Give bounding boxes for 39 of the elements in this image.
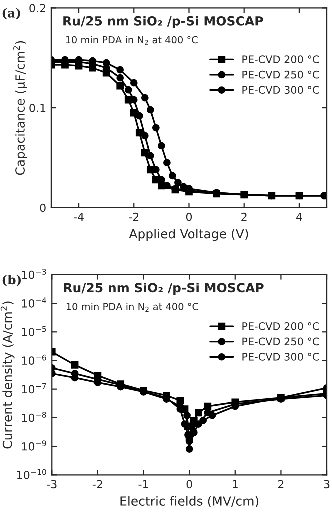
- x-tick-label: 2: [242, 212, 247, 222]
- text: (b): [2, 274, 22, 286]
- x-tick-label: -1: [138, 480, 148, 488]
- legend-label: PE-CVD 200 °C: [242, 56, 320, 64]
- y-tick-label: 0.1: [30, 104, 46, 112]
- legend-label: PE-CVD 250 °C: [242, 338, 320, 346]
- y-tick-label: 10$^{−6}$: [22, 354, 46, 366]
- x-axis-title: Applied Voltage (V): [129, 229, 248, 242]
- text: (a): [2, 8, 20, 20]
- x-tick-label: -2: [129, 212, 139, 222]
- x-tick-label: -3: [47, 480, 57, 489]
- x-tick-label: 2: [278, 480, 284, 488]
- y-tick-label: 10$^{−9}$: [22, 440, 46, 451]
- y-axis-title: Current density (A/cm$^{2}$): [0, 302, 15, 449]
- y-tick-label: 10$^{−5}$: [22, 326, 46, 336]
- y-tick-label: 10$^{−4}$: [22, 298, 46, 308]
- x-tick-label: 3: [324, 480, 330, 489]
- legend-label: PE-CVD 200 °C: [242, 322, 320, 330]
- text: Ru/25 nm SiO₂ /p-Si MOSCAP: [64, 16, 264, 28]
- x-tick-label: 0: [186, 212, 192, 222]
- text: 10 min PDA in N$_{2}$ at 400 °C: [66, 302, 198, 312]
- y-tick-label: 10$^{−7}$: [22, 384, 46, 394]
- x-axis-title: Electric fields (MV/cm): [120, 496, 259, 508]
- y-axis-title: Capacitance (μF/cm$^{2}$): [14, 41, 28, 176]
- legend-label: PE-CVD 300 °C: [242, 353, 320, 361]
- legend-label: PE-CVD 250 °C: [242, 70, 320, 79]
- y-tick-label: 10$^{−3}$: [22, 269, 46, 280]
- y-tick-label: 0: [40, 204, 46, 212]
- legend-label: PE-CVD 300 °C: [242, 86, 320, 94]
- x-tick-label: 1: [233, 480, 238, 488]
- x-tick-label: -2: [92, 480, 102, 488]
- text: Ru/25 nm SiO₂ /p-Si MOSCAP: [64, 282, 264, 296]
- y-tick-label: 10$^{−8}$: [22, 412, 46, 422]
- x-tick-label: 4: [296, 213, 302, 222]
- x-tick-label: -4: [74, 213, 84, 222]
- text: 10 min PDA in N$_{2}$ at 400 °C: [66, 36, 198, 46]
- y-tick-label: 0.2: [30, 4, 46, 13]
- x-tick-label: 0: [186, 480, 192, 489]
- y-tick-label: 10$^{−10}$: [17, 469, 46, 480]
